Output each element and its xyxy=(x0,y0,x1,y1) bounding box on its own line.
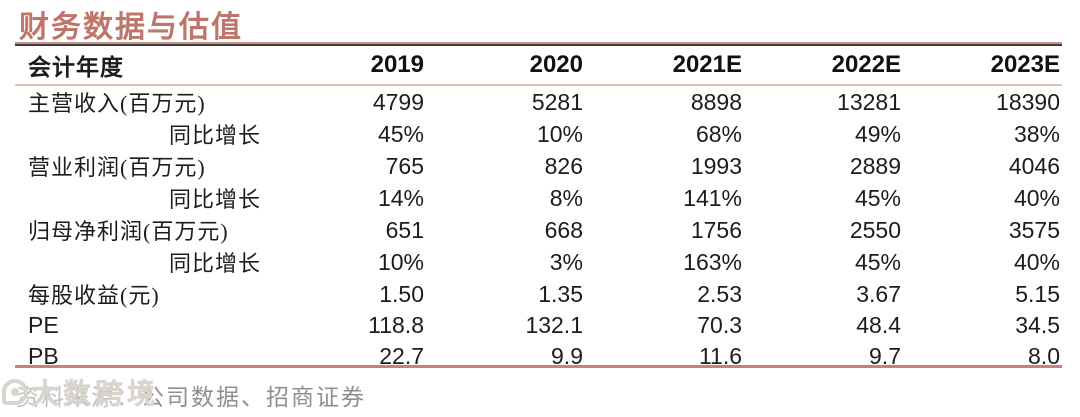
row-value: 8% xyxy=(549,184,583,211)
row-value: 5281 xyxy=(531,88,583,115)
header-2022e: 2022E xyxy=(744,46,903,86)
row-value: 45% xyxy=(854,184,901,211)
row-value: 34.5 xyxy=(1015,312,1060,338)
header-2023e: 2023E xyxy=(903,46,1062,86)
row-label: 营业利润(百万元) xyxy=(28,155,206,180)
row-label: 归母净利润(百万元) xyxy=(28,219,229,244)
row-value: 49% xyxy=(854,120,901,147)
header-2019: 2019 xyxy=(267,46,426,86)
row-value: 5.15 xyxy=(1015,280,1060,307)
row-value: 141% xyxy=(683,184,742,211)
row-value: 40% xyxy=(1013,184,1060,211)
source-note: 资料来源：公司数据、招商证券 xyxy=(16,378,366,412)
row-value: 9.7 xyxy=(869,343,901,369)
row-value: 3.67 xyxy=(856,280,901,307)
table-row: 归母净利润(百万元) 651 668 1756 2550 3575 xyxy=(15,214,1062,246)
row-value: 3575 xyxy=(1008,216,1060,243)
bottom-rule-divider xyxy=(15,365,1062,368)
row-value: 826 xyxy=(544,152,583,179)
row-value: 11.6 xyxy=(698,343,742,369)
table-row: 营业利润(百万元) 765 826 1993 2889 4046 xyxy=(15,150,1062,182)
financial-data-table: 会计年度 2019 2020 2021E 2022E 2023E 主营收入(百万… xyxy=(15,46,1062,372)
row-value: 118.8 xyxy=(368,312,424,338)
row-value: 765 xyxy=(385,152,424,179)
row-value: 1.35 xyxy=(538,280,583,307)
page-title: 财务数据与估值 xyxy=(19,11,243,44)
row-value: 45% xyxy=(377,120,424,147)
row-value: 2889 xyxy=(849,152,901,179)
table-row: 同比增长 14% 8% 141% 45% 40% xyxy=(15,182,1062,214)
row-value: 8.0 xyxy=(1028,343,1060,369)
table-row: 主营收入(百万元) 4799 5281 8898 13281 18390 xyxy=(15,85,1062,118)
row-value: 8898 xyxy=(690,88,742,115)
header-2021e: 2021E xyxy=(585,46,744,86)
row-value: 4046 xyxy=(1008,152,1060,179)
row-value: 163% xyxy=(683,248,742,275)
table-row: PB 22.7 9.9 11.6 9.7 8.0 xyxy=(15,341,1062,372)
top-rule-divider xyxy=(15,42,1062,46)
row-value: 10% xyxy=(536,120,583,147)
source-text: 公司数据、招商证券 xyxy=(141,385,366,410)
header-fiscal-year: 会计年度 xyxy=(15,46,267,86)
row-value: 13281 xyxy=(837,88,901,115)
row-value: 651 xyxy=(385,216,424,243)
row-value: 38% xyxy=(1013,120,1060,147)
row-value: 3% xyxy=(549,248,583,275)
row-value: 70.3 xyxy=(697,312,742,338)
table-row: 同比增长 10% 3% 163% 45% 40% xyxy=(15,246,1062,278)
row-value: 14% xyxy=(377,184,424,211)
row-label: 同比增长 xyxy=(168,187,261,212)
row-value: 48.4 xyxy=(856,312,901,338)
header-2020: 2020 xyxy=(426,46,585,86)
table-header-row: 会计年度 2019 2020 2021E 2022E 2023E xyxy=(15,46,1062,86)
row-value: 1993 xyxy=(690,152,742,179)
row-value: 18390 xyxy=(996,88,1060,115)
row-value: 1.50 xyxy=(379,280,424,307)
table-row: 同比增长 45% 10% 68% 49% 38% xyxy=(15,118,1062,150)
row-value: 40% xyxy=(1013,248,1060,275)
table-row: PE 118.8 132.1 70.3 48.4 34.5 xyxy=(15,310,1062,341)
row-value: 4799 xyxy=(372,88,424,115)
row-value: 9.9 xyxy=(551,343,583,369)
row-value: 132.1 xyxy=(525,312,583,338)
row-value: 10% xyxy=(377,248,424,275)
row-label: PE xyxy=(28,312,59,338)
row-label: 每股收益(元) xyxy=(28,283,160,308)
row-value: 22.7 xyxy=(379,343,424,369)
row-value: 2.53 xyxy=(697,280,742,307)
row-label: 主营收入(百万元) xyxy=(28,91,206,116)
row-value: 45% xyxy=(854,248,901,275)
row-value: 68% xyxy=(695,120,742,147)
row-label: 同比增长 xyxy=(168,123,261,148)
row-label: 同比增长 xyxy=(168,251,261,276)
table-body: 主营收入(百万元) 4799 5281 8898 13281 18390 同比增… xyxy=(15,85,1062,372)
row-value: 668 xyxy=(544,216,583,243)
source-prefix: 资料来源： xyxy=(16,385,141,410)
row-label: PB xyxy=(28,343,59,369)
row-value: 1756 xyxy=(690,216,742,243)
row-value: 2550 xyxy=(849,216,901,243)
table-row: 每股收益(元) 1.50 1.35 2.53 3.67 5.15 xyxy=(15,278,1062,310)
